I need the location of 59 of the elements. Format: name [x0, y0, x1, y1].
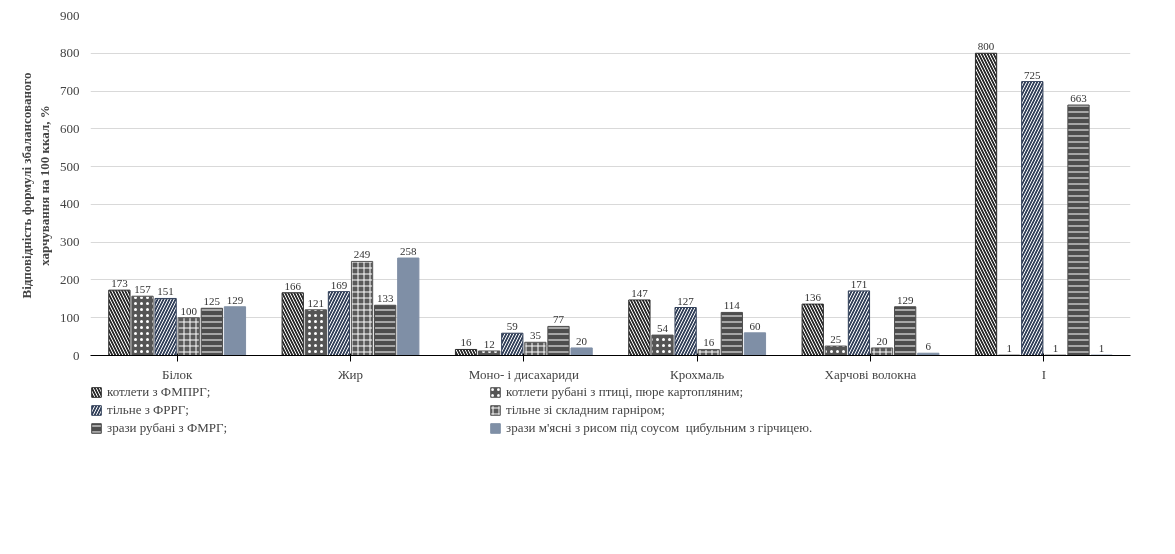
y-tick-label: 900: [60, 7, 80, 23]
data-label: 173: [111, 277, 129, 290]
data-label: 125: [203, 295, 221, 308]
data-label: 114: [723, 299, 741, 312]
data-label: 129: [226, 293, 244, 306]
data-label: 1: [1052, 342, 1059, 355]
data-label: 20: [876, 334, 889, 347]
legend-label: зрази рубані з ФМРГ;: [107, 420, 229, 436]
legend-label: тільне зі складним гарніром;: [506, 402, 666, 418]
legend-label: котлети рубані з птиці, пюре картопляним;: [506, 384, 744, 400]
data-label: 77: [553, 313, 565, 326]
data-label: 16: [703, 336, 715, 349]
legend-label: котлети з ФМПРГ;: [107, 384, 212, 400]
data-label: 133: [376, 292, 394, 305]
data-label: 136: [804, 291, 822, 304]
data-label: 54: [657, 322, 669, 335]
y-axis-title: Відповідність формулі збалансованого харчування на 100 ккал, %: [19, 72, 52, 299]
y-tick-label: 500: [60, 158, 80, 174]
y-tick-label: 600: [60, 120, 80, 136]
x-tick-label: Білок: [161, 366, 194, 382]
y-tick-label: 700: [60, 83, 80, 99]
data-label: 151: [157, 285, 174, 298]
y-tick-label: 300: [60, 234, 80, 250]
data-label: 147: [631, 286, 649, 299]
legend-label: тільне з ФРРГ;: [107, 402, 190, 418]
data-label: 800: [977, 40, 995, 53]
x-tick-label: Харчові волокна: [824, 366, 917, 382]
x-tick-label: Крохмаль: [670, 366, 725, 382]
x-tick-label: Моно- і дисахариди: [468, 366, 579, 382]
y-tick-label: 400: [60, 196, 80, 212]
data-label: 59: [506, 320, 519, 333]
y-tick-label: 0: [73, 347, 80, 363]
data-label: 60: [749, 319, 761, 332]
data-label: 171: [850, 277, 868, 290]
data-label: 725: [1024, 68, 1042, 81]
data-label: 663: [1070, 92, 1088, 105]
legend-label: зрази м'ясні з рисом під соусом цибульним з гірчицею.: [506, 420, 814, 436]
data-label: 1: [1098, 342, 1105, 355]
data-label: 258: [400, 245, 418, 258]
x-tick-label: I: [1041, 366, 1047, 382]
data-label: 6: [925, 340, 932, 353]
y-tick-label: 100: [60, 309, 80, 325]
data-label: 166: [284, 279, 302, 292]
data-label: 121: [307, 296, 325, 309]
data-label: 25: [830, 333, 842, 346]
data-label: 169: [330, 278, 348, 291]
data-label: 100: [180, 304, 198, 317]
data-label: 20: [576, 334, 588, 347]
y-tick-label: 800: [60, 45, 80, 61]
data-label: 1: [1006, 342, 1012, 355]
x-tick-label: Жир: [337, 366, 364, 382]
y-tick-label: 200: [60, 271, 80, 287]
data-label: 16: [460, 336, 473, 349]
data-label: 12: [483, 337, 495, 350]
data-label: 157: [134, 283, 152, 296]
data-label: 35: [529, 329, 542, 342]
data-label: 127: [677, 294, 695, 307]
data-label: 249: [353, 248, 371, 261]
data-label: 129: [896, 293, 914, 306]
